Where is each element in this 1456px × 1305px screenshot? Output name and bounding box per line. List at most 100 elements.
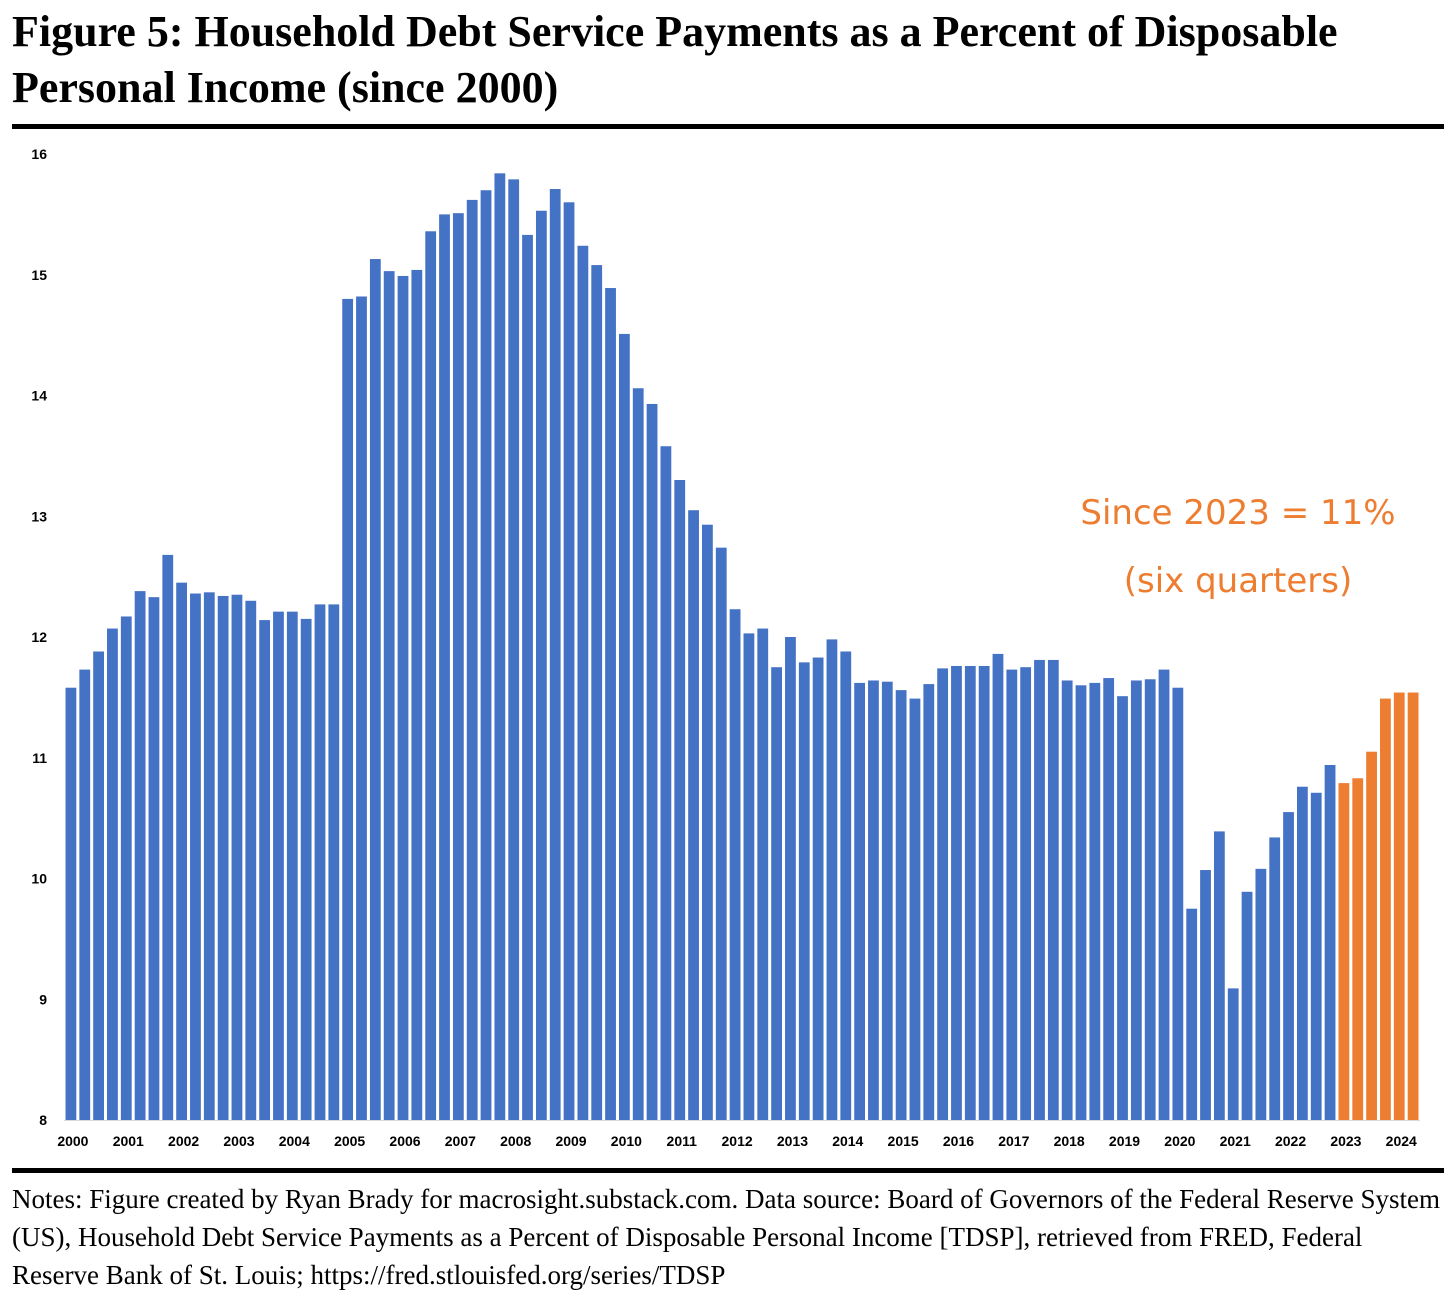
bar-2023Q4 (1380, 698, 1391, 1120)
bar-2013Q2 (798, 662, 810, 1120)
x-tick-label: 2003 (223, 1133, 254, 1149)
y-tick-label: 9 (39, 991, 47, 1007)
bar-2017Q4 (1047, 659, 1059, 1120)
bar-2006Q3 (425, 231, 437, 1120)
bar-2007Q2 (466, 199, 478, 1120)
bar-2004Q2 (300, 618, 312, 1120)
bar-2009Q4 (605, 288, 616, 1120)
bar-2023Q2 (1352, 778, 1364, 1120)
y-tick-label: 16 (31, 146, 47, 162)
x-tick-label: 2021 (1220, 1133, 1251, 1149)
bar-2009Q3 (591, 265, 603, 1121)
bar-2002Q3 (203, 592, 215, 1120)
bar-2024Q2 (1407, 692, 1419, 1120)
x-axis: 2000 2001 2002 2003 2004 2005 2006 2007 2008 2009… (57, 1133, 1417, 1149)
bar-2015Q3 (923, 684, 935, 1120)
bar-2012Q3 (757, 628, 769, 1120)
bar-2015Q4 (937, 668, 949, 1120)
title-divider (12, 124, 1444, 129)
bar-2001Q3 (148, 597, 160, 1120)
bar-2013Q1 (785, 637, 796, 1120)
y-tick-label: 11 (32, 750, 47, 766)
bar-2013Q3 (812, 657, 824, 1120)
bar-2011Q2 (688, 510, 699, 1121)
x-tick-label: 2024 (1386, 1133, 1417, 1149)
bar-2000Q3 (93, 651, 104, 1120)
bar-2008Q2 (522, 234, 533, 1120)
bar-2017Q2 (1020, 667, 1032, 1120)
bar-2002Q1 (176, 582, 188, 1120)
y-tick-label: 12 (31, 629, 47, 645)
bar-2004Q1 (286, 611, 298, 1120)
bar-2019Q3 (1144, 679, 1156, 1120)
y-tick-label: 14 (31, 388, 47, 404)
x-tick-label: 2015 (888, 1133, 919, 1149)
bar-2018Q4 (1103, 678, 1115, 1120)
bar-2010Q2 (632, 388, 644, 1120)
bar-2011Q1 (674, 480, 686, 1120)
x-tick-label: 2013 (777, 1133, 808, 1149)
x-tick-label: 2005 (334, 1133, 365, 1149)
bar-2014Q1 (840, 651, 852, 1120)
bar-2019Q1 (1117, 696, 1128, 1120)
bar-2006Q4 (439, 214, 450, 1121)
x-tick-label: 2010 (611, 1133, 642, 1149)
x-tick-label: 2006 (389, 1133, 420, 1149)
bar-2005Q4 (383, 271, 395, 1120)
bar-2009Q2 (577, 245, 589, 1120)
bar-2021Q3 (1255, 868, 1267, 1120)
bar-2000Q2 (79, 669, 91, 1120)
x-tick-label: 2023 (1330, 1133, 1361, 1149)
x-tick-label: 2000 (57, 1133, 88, 1149)
bar-2008Q3 (535, 210, 547, 1120)
x-tick-label: 2014 (832, 1133, 863, 1149)
bar-2023Q3 (1366, 751, 1377, 1120)
bar-2010Q4 (660, 446, 672, 1121)
annotation-line2: (six quarters) (1124, 561, 1353, 601)
annotation-line1: Since 2023 = 11% (1080, 493, 1395, 533)
x-tick-label: 2022 (1275, 1133, 1306, 1149)
bar-2014Q3 (868, 680, 879, 1120)
bar-2012Q1 (729, 609, 741, 1120)
bar-2021Q2 (1241, 891, 1253, 1120)
bar-2003Q2 (245, 600, 257, 1120)
x-tick-label: 2016 (943, 1133, 974, 1149)
bar-2004Q3 (314, 604, 326, 1120)
bar-2022Q1 (1283, 812, 1294, 1120)
bar-2001Q1 (120, 616, 132, 1120)
bar-2005Q2 (356, 296, 367, 1120)
bar-2019Q4 (1158, 669, 1170, 1120)
x-tick-label: 2011 (667, 1133, 698, 1149)
x-tick-label: 2002 (168, 1133, 199, 1149)
x-tick-label: 2020 (1164, 1133, 1195, 1149)
bar-2008Q4 (549, 189, 561, 1120)
bar-2010Q3 (646, 403, 658, 1120)
x-tick-label: 2019 (1109, 1133, 1140, 1149)
bar-2011Q3 (702, 524, 713, 1120)
bar-2007Q1 (452, 213, 464, 1121)
bar-2021Q1 (1227, 988, 1239, 1120)
x-tick-label: 2009 (555, 1133, 586, 1149)
notes-divider (12, 1168, 1444, 1173)
bar-2006Q1 (397, 275, 409, 1120)
bar-2014Q4 (881, 681, 893, 1120)
bar-2006Q2 (411, 269, 423, 1120)
y-tick-label: 8 (39, 1112, 47, 1128)
bar-2011Q4 (715, 547, 727, 1120)
bar-2020Q2 (1186, 908, 1198, 1120)
bar-2018Q1 (1061, 680, 1073, 1120)
bar-2007Q3 (480, 190, 492, 1121)
bar-2022Q3 (1310, 792, 1322, 1120)
bar-2020Q3 (1200, 870, 1211, 1120)
bar-2004Q4 (328, 604, 340, 1120)
y-tick-label: 10 (31, 871, 47, 887)
x-tick-label: 2012 (722, 1133, 753, 1149)
bar-2002Q2 (190, 593, 201, 1120)
bar-2022Q4 (1324, 765, 1336, 1120)
bar-2008Q1 (508, 179, 520, 1121)
bar-2017Q3 (1034, 659, 1045, 1120)
bar-2005Q1 (342, 298, 354, 1120)
bar-2013Q4 (826, 639, 838, 1120)
bar-2022Q2 (1296, 786, 1308, 1120)
